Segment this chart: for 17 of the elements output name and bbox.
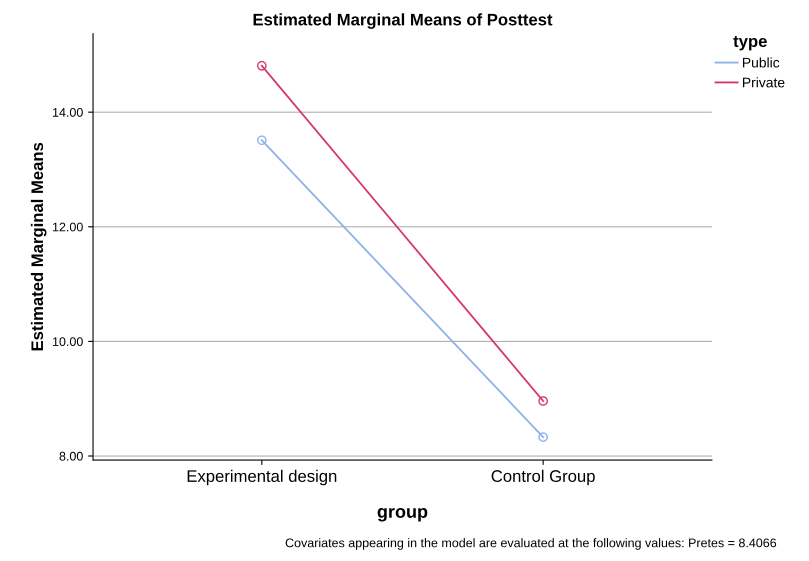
legend-label: Private: [742, 77, 784, 88]
y-axis-title: Estimated Marginal Means: [30, 142, 46, 350]
legend-label: Public: [742, 57, 780, 68]
point: [538, 396, 548, 406]
y-tick-label: 10.00: [52, 337, 83, 346]
x-tick-label: Control Group: [492, 470, 595, 486]
x-tick-label: Experimental design: [188, 470, 336, 486]
y-tick-label: 14.00: [52, 108, 83, 117]
y-tick-label: 12.00: [52, 222, 83, 232]
y-tick-label: 8.00: [60, 452, 83, 461]
text: Covariates appearing in the model are evaluated at the following values: Pretes = 8.4066: [286, 538, 776, 550]
point: [538, 432, 548, 442]
x-axis-title: group: [378, 508, 428, 522]
point: [256, 60, 267, 71]
legend-title: type: [733, 36, 767, 50]
chart-title: Estimated Marginal Means of Posttest: [254, 13, 552, 29]
point: [256, 135, 267, 146]
